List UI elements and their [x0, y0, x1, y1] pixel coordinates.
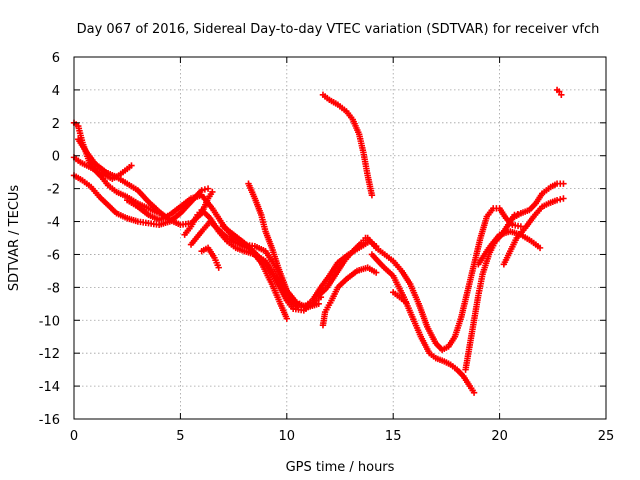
y-tick-label: 2	[52, 117, 60, 132]
data-point	[560, 195, 567, 202]
axis-ticks	[73, 56, 607, 420]
data-point	[289, 298, 297, 306]
series-track-22	[553, 86, 565, 99]
data-point	[209, 188, 216, 196]
data-point	[553, 196, 561, 204]
x-tick-label: 15	[385, 429, 402, 444]
y-tick-label: -4	[47, 216, 60, 231]
data-point	[560, 180, 567, 187]
data-point	[283, 315, 290, 322]
series-track-17	[390, 289, 410, 306]
series-track-16	[368, 251, 478, 396]
data-point	[296, 300, 303, 308]
y-tick-label: -2	[47, 183, 60, 198]
data-point	[128, 162, 135, 169]
x-tick-label: 10	[279, 429, 296, 444]
series-track-20	[500, 195, 567, 268]
x-tick-label: 20	[491, 429, 508, 444]
x-tick-label: 5	[176, 429, 184, 444]
data-point	[215, 264, 222, 271]
series-track-3	[70, 172, 212, 229]
data-point	[536, 244, 544, 252]
data-point	[204, 185, 212, 192]
data-point	[201, 186, 209, 193]
data-point	[557, 196, 564, 203]
y-axis-label: SDTVAR / TECUs	[7, 185, 22, 292]
series-track-8	[198, 244, 222, 271]
data-point	[517, 223, 525, 230]
data-point	[293, 299, 300, 307]
y-tick-label: 4	[52, 84, 60, 99]
series-track-21	[509, 180, 567, 222]
series-track-11	[319, 264, 380, 329]
y-tick-label: -14	[39, 380, 60, 395]
y-tick-label: 0	[52, 150, 60, 165]
y-tick-label: -16	[39, 413, 60, 428]
series-track-14	[319, 91, 376, 199]
series-track-15	[364, 205, 525, 354]
series-track-10	[245, 180, 303, 308]
data-point	[402, 298, 410, 306]
x-axis-label: GPS time / hours	[286, 460, 395, 475]
x-tick-label: 0	[70, 429, 78, 444]
data-point	[555, 88, 563, 95]
chart-title: Day 067 of 2016, Sidereal Day-to-day VTE…	[77, 22, 600, 37]
tick-labels: 0 5 10 15 20 25 -16 -14 -12 -10 -8 -6 -4 -2 0 2 4 6	[39, 51, 615, 444]
data-point	[368, 192, 376, 199]
y-tick-label: -6	[47, 248, 60, 263]
x-tick-label: 25	[598, 429, 615, 444]
plot-frame	[73, 56, 607, 420]
series-track-13	[315, 234, 369, 299]
series-track-18	[462, 210, 525, 373]
y-tick-label: 6	[52, 51, 60, 66]
data-point	[470, 389, 478, 396]
data-point	[372, 269, 380, 276]
y-tick-label: -8	[47, 281, 60, 296]
data-points	[70, 86, 567, 396]
series-track-12	[300, 238, 380, 311]
y-tick-label: -12	[39, 347, 60, 362]
data-point	[558, 91, 565, 99]
y-tick-label: -10	[39, 314, 60, 329]
